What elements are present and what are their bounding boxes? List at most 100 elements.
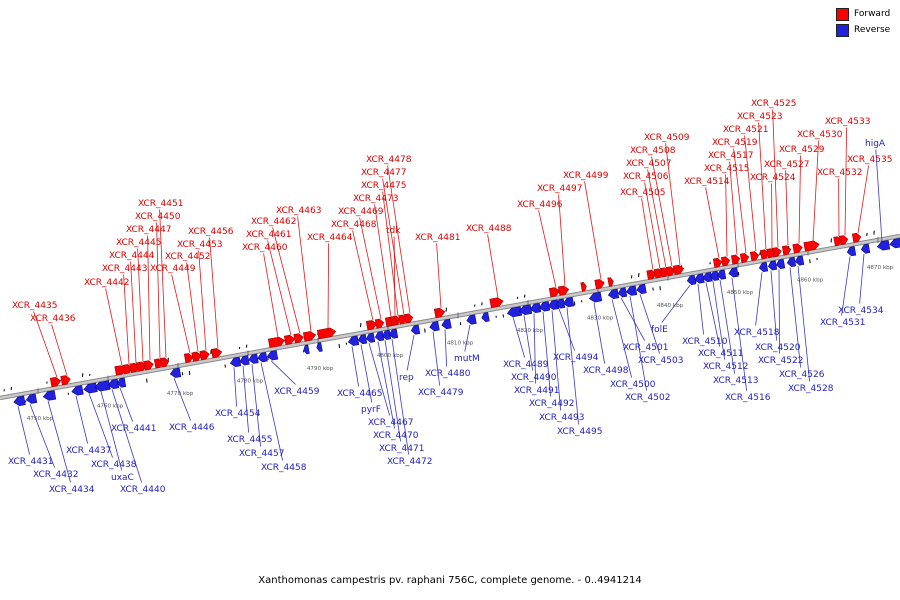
leader-line	[272, 227, 301, 334]
gene-arrow-reverse	[716, 269, 727, 280]
gene-label: XCR_4500	[610, 380, 656, 390]
gene-label: XCR_4523	[737, 112, 782, 122]
leader-line	[406, 334, 415, 371]
gene-label: XCR_4453	[177, 240, 222, 250]
legend: Forward Reverse	[836, 8, 890, 40]
legend-reverse-label: Reverse	[854, 25, 891, 35]
gene-arrow-reverse	[94, 380, 111, 392]
gene-label: XCR_4435	[12, 301, 57, 311]
gene-arrow-reverse	[257, 352, 268, 363]
gene-arrow-reverse	[357, 334, 368, 345]
leader-line	[209, 237, 219, 349]
gene-label: XCR_4431	[8, 457, 53, 467]
leader-line	[29, 403, 55, 468]
gene-arrow-forward	[143, 360, 154, 371]
gene-arrow-reverse	[555, 298, 566, 309]
gene-arrow-forward	[833, 236, 842, 247]
genome-axis-edge	[0, 237, 900, 401]
gene-arrow-reverse	[686, 274, 697, 285]
gene-label: XCR_4461	[246, 230, 291, 240]
leader-line	[171, 274, 191, 354]
leader-line	[377, 341, 395, 429]
gene-label: XCR_4467	[368, 418, 413, 428]
gene-label: XCR_4455	[227, 435, 272, 445]
leader-line	[382, 178, 405, 315]
gene-arrow-reverse	[728, 267, 739, 278]
gene-label: XCR_4517	[708, 151, 753, 161]
gene-label: XCR_4475	[361, 181, 406, 191]
gene-label: XCR_4437	[66, 446, 111, 456]
scale-tick-label: 4830 kbp	[587, 315, 614, 321]
leader-line	[629, 296, 647, 391]
gene-arrow-reverse	[388, 328, 399, 339]
gene-label: uxaC	[111, 473, 134, 483]
scale-tick-label: 4820 kbp	[517, 328, 544, 334]
gene-arrow-reverse	[466, 314, 477, 325]
leader-line	[33, 311, 58, 378]
gene-arrow-forward	[489, 297, 504, 309]
gene-label: XCR_4445	[116, 238, 161, 248]
gene-label: XCR_4518	[734, 328, 780, 338]
gene-label: XCR_4481	[415, 233, 460, 243]
leader-line	[147, 235, 151, 361]
gene-arrow-reverse	[562, 296, 575, 308]
leader-line	[641, 198, 654, 271]
gene-label: XCR_4469	[338, 207, 384, 217]
gene-arrow-forward	[803, 240, 820, 252]
leader-line	[733, 148, 747, 254]
leader-line	[857, 165, 869, 234]
leader-line	[351, 346, 359, 387]
leader-line	[359, 217, 382, 320]
leader-line	[538, 210, 557, 288]
gene-arrow-reverse	[365, 332, 376, 343]
gene-label: XCR_4478	[366, 155, 412, 165]
gene-arrow-reverse	[846, 246, 857, 257]
leader-line	[242, 365, 249, 433]
leader-line	[387, 165, 411, 314]
gene-label: XCR_4470	[373, 431, 419, 441]
gene-arrow-reverse	[169, 367, 182, 378]
gene-arrow-forward	[580, 282, 587, 292]
genome-axis	[0, 234, 900, 400]
gene-label: XCR_4451	[138, 199, 183, 209]
gene-label: XCR_4506	[623, 172, 669, 182]
scale-tick-label: 4810 kbp	[447, 341, 474, 347]
leader-line	[705, 187, 720, 259]
leader-line	[558, 194, 566, 286]
leader-line	[725, 174, 728, 257]
gene-arrow-reverse	[538, 301, 551, 312]
gene-label: XCR_4457	[239, 449, 284, 459]
gene-label: XCR_4511	[698, 349, 743, 359]
leader-line	[778, 269, 780, 354]
scale-tick-label: 4870 kbp	[867, 265, 894, 271]
leader-line	[393, 236, 396, 317]
leader-line	[137, 248, 144, 362]
gene-label: XCR_4520	[755, 343, 801, 353]
gene-label: XCR_4496	[517, 200, 563, 210]
scale-tick-label: 4800 kbp	[377, 353, 404, 359]
gene-arrow-reverse	[25, 393, 38, 404]
gene-label: XCR_4447	[126, 225, 171, 235]
gene-label: XCR_4525	[751, 99, 796, 109]
gene-label: XCR_4438	[91, 460, 137, 470]
gene-label: mutM	[454, 354, 480, 364]
gene-label: XCR_4524	[750, 173, 796, 183]
gene-label: XCR_4442	[84, 278, 129, 288]
gene-label: XCR_4513	[713, 376, 758, 386]
gene-label: XCR_4530	[797, 130, 843, 140]
gene-arrow-forward	[60, 375, 71, 386]
gene-label: XCR_4512	[703, 362, 748, 372]
gene-label: XCR_4535	[847, 155, 892, 165]
gene-arrow-forward	[557, 285, 570, 296]
leader-line	[729, 161, 738, 255]
scale-tick-label: 4850 kbp	[727, 290, 754, 296]
gene-label: XCR_4526	[779, 370, 825, 380]
gene-arrow-forward	[838, 235, 849, 246]
gene-arrow-forward	[389, 316, 398, 326]
gene-arrow-forward	[594, 279, 605, 290]
gene-label: XCR_4458	[261, 463, 307, 473]
leader-line	[611, 299, 632, 378]
leader-line	[384, 340, 401, 442]
gene-label: XCR_4450	[135, 212, 181, 222]
